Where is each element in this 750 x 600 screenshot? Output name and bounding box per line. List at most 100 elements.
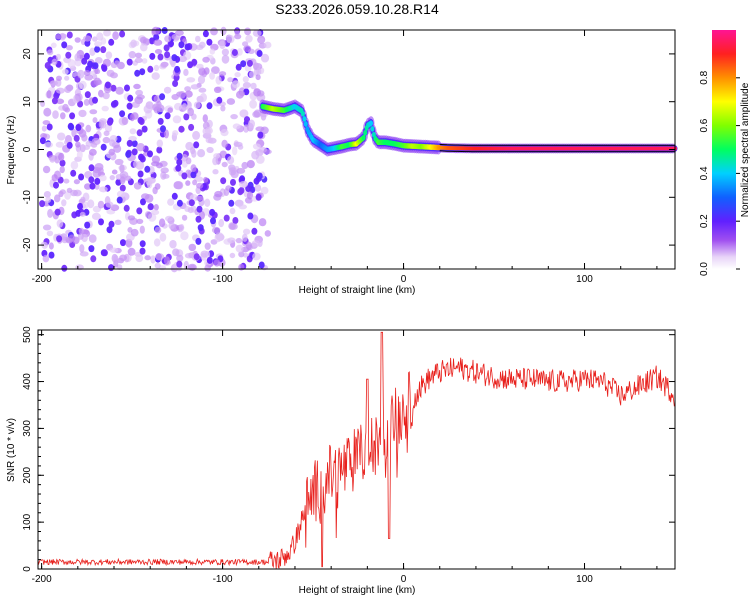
noise-dot [233, 141, 243, 147]
noise-dot [108, 220, 115, 228]
noise-dot [183, 260, 189, 270]
noise-dot [73, 134, 80, 142]
noise-dot [190, 171, 197, 179]
noise-dot [253, 177, 260, 185]
noise-dot [225, 185, 232, 191]
noise-dot [102, 58, 111, 67]
noise-dot [83, 35, 92, 42]
track-edge-upper [439, 143, 675, 146]
noise-dot [155, 253, 165, 261]
noise-dot [188, 199, 195, 207]
noise-dot [66, 31, 73, 39]
noise-dot [136, 207, 143, 215]
noise-dot [113, 144, 122, 153]
x-tick-label: -200 [32, 274, 52, 285]
noise-dot [230, 178, 236, 186]
noise-dot [197, 224, 204, 232]
noise-dot [251, 240, 260, 248]
noise-dot [66, 187, 73, 193]
noise-dot [112, 99, 119, 107]
noise-dot [180, 231, 189, 241]
noise-dot [185, 180, 191, 186]
noise-dot [41, 241, 48, 249]
noise-dot [42, 120, 51, 126]
noise-dot [153, 39, 163, 46]
noise-dot [218, 219, 225, 228]
noise-dot [209, 208, 216, 216]
noise-dot [98, 120, 105, 129]
noise-dot [255, 74, 261, 81]
noise-dot [163, 44, 170, 52]
noise-dot [244, 116, 250, 124]
noise-dot [144, 255, 151, 261]
noise-dot [236, 167, 246, 174]
noise-dot [199, 93, 207, 102]
noise-dot [219, 40, 226, 49]
snr-ylabel: SNR (10 * v/v) [6, 418, 17, 482]
y-tick-label: 200 [22, 466, 33, 483]
noise-dot [125, 150, 132, 158]
track-core [300, 111, 305, 117]
noise-dot [174, 65, 181, 73]
colorbar-tick-label: 0.4 [699, 166, 710, 180]
noise-dot [77, 233, 84, 240]
noise-dot [190, 84, 200, 90]
noise-dot [204, 198, 211, 207]
noise-dot [242, 41, 249, 47]
noise-dot [178, 125, 185, 133]
noise-dot [211, 66, 220, 74]
noise-dot [114, 219, 122, 225]
noise-dot [77, 69, 85, 79]
noise-dot [245, 185, 252, 192]
noise-dot [178, 41, 185, 49]
noise-dot [68, 123, 75, 131]
noise-dot [258, 218, 267, 227]
noise-dot [42, 254, 50, 263]
noise-dot [192, 130, 201, 140]
noise-dot [109, 139, 116, 147]
noise-dot [239, 109, 249, 118]
noise-dot [144, 165, 151, 173]
noise-dot [186, 77, 196, 83]
noise-dot [234, 29, 240, 37]
noise-dot [238, 263, 245, 271]
noise-dot [109, 247, 119, 253]
noise-dot [247, 212, 254, 220]
noise-dot [165, 215, 174, 222]
noise-dot [106, 226, 113, 234]
colorbar-gradient [712, 30, 736, 269]
noise-dot [263, 149, 272, 155]
noise-dot [120, 239, 126, 247]
x-tick-label: 100 [576, 574, 593, 585]
noise-dot [243, 228, 251, 235]
noise-dot [137, 116, 144, 124]
x-tick-label: -100 [213, 274, 233, 285]
colorbar-label: Normalized spectral amplitude [740, 82, 750, 217]
noise-dot [191, 58, 198, 66]
x-tick-label: -200 [32, 574, 52, 585]
noise-dot [185, 141, 194, 151]
noise-dot [238, 204, 247, 210]
noise-dot [127, 215, 136, 221]
colorbar-tick-label: 0.6 [699, 118, 710, 132]
noise-dot [108, 264, 115, 272]
noise-dot [60, 112, 66, 120]
y-tick-label: 20 [22, 48, 33, 60]
noise-dot [71, 128, 77, 138]
noise-dot [66, 141, 73, 149]
noise-dot [108, 148, 115, 156]
noise-dot [84, 39, 91, 47]
noise-dot [243, 45, 252, 53]
noise-dot [75, 124, 82, 131]
noise-dot [256, 172, 263, 180]
noise-dot [264, 230, 271, 237]
noise-dot [99, 186, 108, 193]
noise-dot [112, 31, 119, 40]
noise-dot [119, 110, 126, 118]
track-core [303, 121, 308, 127]
noise-dot [137, 170, 144, 178]
noise-dot [62, 103, 69, 112]
noise-dot [158, 218, 166, 228]
